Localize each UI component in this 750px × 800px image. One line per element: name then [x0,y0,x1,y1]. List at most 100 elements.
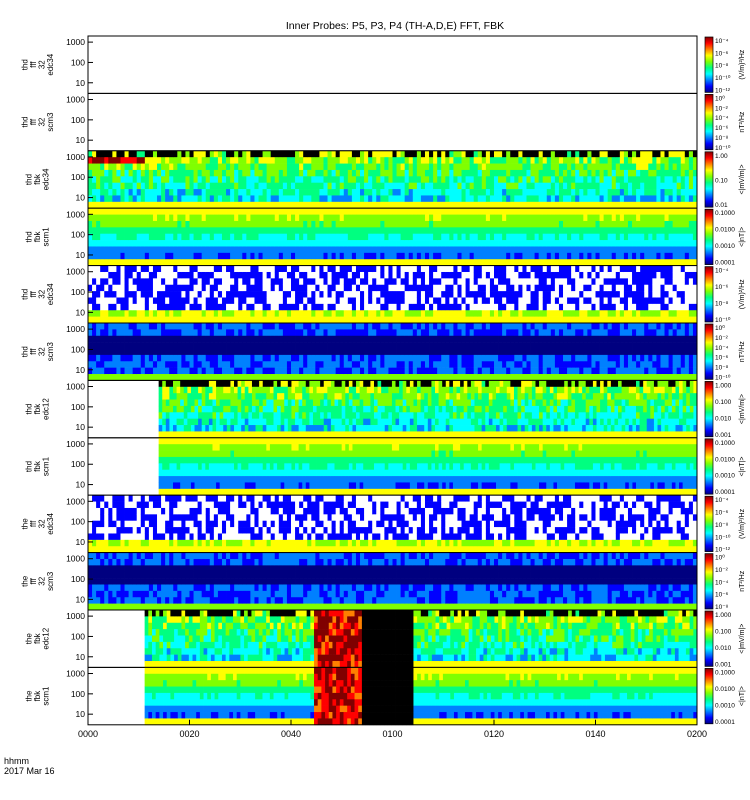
heatmap-cell [319,189,324,196]
heatmap-cell [514,227,519,235]
heatmap-cell [640,303,645,311]
heatmap-cell [420,169,426,177]
heatmap-cell [400,335,406,343]
heatmap-cell [88,354,93,362]
heatmap-cell [437,265,442,273]
heatmap-cell [623,259,629,266]
heatmap-cell [664,246,669,254]
heatmap-cell [157,246,162,254]
heatmap-cell [327,214,332,222]
heatmap-cell [615,182,621,190]
heatmap-cell [575,214,580,222]
heatmap-cell [181,303,186,311]
heatmap-cell [546,157,552,164]
heatmap-cell [209,182,215,190]
heatmap-cell [226,150,231,158]
heatmap-cell [331,176,337,183]
heatmap-cell [278,348,284,356]
heatmap-cell [351,246,357,254]
heatmap-cell [595,182,600,190]
heatmap-cell [319,150,324,158]
heatmap-cell [449,220,454,228]
heatmap-cell [201,169,207,177]
heatmap-cell [632,265,637,273]
heatmap-cell [489,201,495,209]
heatmap-cell [181,316,186,324]
heatmap-cell [100,354,105,362]
heatmap-cell [449,259,454,266]
heatmap-cell [554,220,560,228]
heatmap-cell [485,297,491,305]
heatmap-cell [449,182,454,190]
heatmap-cell [226,195,231,203]
heatmap-cell [412,214,418,222]
heatmap-cell [295,208,300,215]
heatmap-cell [226,329,231,337]
heatmap-cell [457,208,462,215]
heatmap-cell [445,316,450,324]
heatmap-cell [506,303,511,311]
heatmap-cell [185,157,190,164]
heatmap-cell [234,316,239,324]
heatmap-cell [185,208,190,215]
heatmap-cell [441,150,446,158]
heatmap-cell [396,157,402,164]
heatmap-cell [656,303,661,311]
heatmap-cell [157,220,162,228]
heatmap-cell [274,271,280,279]
heatmap-cell [88,163,93,171]
heatmap-cell [465,297,471,305]
heatmap-cell [96,335,101,343]
heatmap-cell [526,310,531,317]
heatmap-cell [254,361,259,368]
heatmap-cell [323,354,328,362]
heatmap-cell [640,163,645,171]
heatmap-cell [619,265,625,273]
heatmap-cell [514,195,519,203]
heatmap-cell [542,297,548,305]
heatmap-cell [234,310,239,317]
heatmap-cell [209,271,215,279]
heatmap-cell [299,284,304,292]
heatmap-cell [217,246,223,254]
heatmap-cell [181,157,186,164]
heatmap-cell [201,367,207,375]
heatmap-cell [161,208,166,215]
heatmap-cell [311,201,316,209]
heatmap-cell [514,150,519,158]
heatmap-cell [396,176,402,183]
heatmap-cell [327,201,332,209]
heatmap-cell [152,348,158,356]
heatmap-cell [347,195,353,203]
heatmap-cell [465,348,471,356]
heatmap-cell [185,259,190,266]
heatmap-cell [461,348,466,356]
heatmap-cell [278,227,284,235]
heatmap-cell [108,361,113,368]
heatmap-cell [157,150,162,158]
heatmap-cell [88,278,93,286]
heatmap-cell [315,278,320,286]
heatmap-cell [213,214,219,222]
heatmap-cell [542,240,548,247]
heatmap-cell [319,169,324,177]
heatmap-cell [408,265,414,273]
heatmap-cell [92,259,97,266]
heatmap-cell [644,259,649,266]
spectrogram-thd-fff-32-edc34 [88,265,698,324]
heatmap-cell [388,348,393,356]
heatmap-cell [347,291,353,298]
heatmap-cell [96,284,101,292]
heatmap-cell [197,367,203,375]
heatmap-cell [96,208,101,215]
heatmap-cell [230,195,235,203]
heatmap-cell [181,329,186,337]
y-tick-label: 100 [71,287,85,297]
heatmap-cell [335,201,341,209]
heatmap-cell [295,246,300,254]
heatmap-cell [514,259,519,266]
heatmap-cell [331,259,337,266]
heatmap-cell [152,157,158,164]
heatmap-cell [498,150,503,158]
heatmap-cell [230,361,235,368]
